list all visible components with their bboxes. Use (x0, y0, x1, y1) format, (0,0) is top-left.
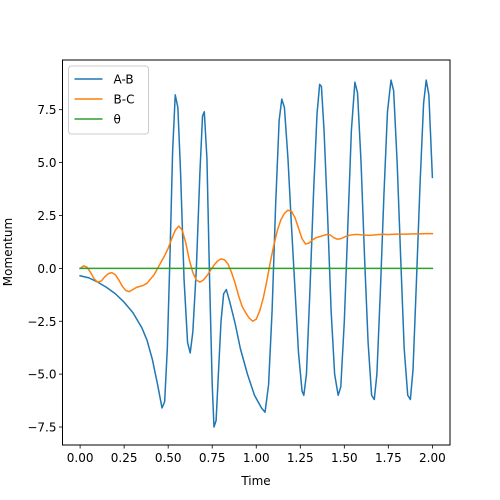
y-tick-label: 5.0 (37, 156, 56, 170)
x-tick-label: 0.25 (111, 451, 138, 465)
x-tick-label: 2.00 (419, 451, 446, 465)
y-tick-label: 0.0 (37, 262, 56, 276)
y-tick-label: 7.5 (37, 103, 56, 117)
y-tick-label: −2.5 (27, 315, 56, 329)
x-tick-label: 1.25 (287, 451, 314, 465)
x-axis-label: Time (240, 474, 270, 488)
legend-label-0: A-B (114, 73, 134, 87)
legend: A-B B-C θ (68, 65, 149, 135)
x-tick-label: 1.00 (243, 451, 270, 465)
series-layer (79, 79, 434, 428)
y-tick-label: −7.5 (27, 421, 56, 435)
x-tick-label: 1.75 (375, 451, 402, 465)
x-tick-label: 1.50 (331, 451, 358, 465)
series-line-1 (79, 209, 434, 322)
x-ticks: 0.00 0.25 0.50 0.75 1.00 1.25 1.50 1.75 2.00 (67, 445, 446, 465)
y-ticks: −7.5 −5.0 −2.5 0.0 2.5 5.0 7.5 (27, 103, 63, 435)
y-axis-label: Momentum (1, 218, 15, 286)
legend-label-2: θ (114, 113, 121, 127)
legend-box (68, 65, 149, 135)
series-line-0 (79, 79, 434, 428)
x-tick-label: 0.50 (155, 451, 182, 465)
y-tick-label: −5.0 (27, 368, 56, 382)
y-tick-label: 2.5 (37, 209, 56, 223)
legend-label-1: B-C (114, 93, 135, 107)
x-tick-label: 0.75 (199, 451, 226, 465)
x-tick-label: 0.00 (67, 451, 94, 465)
